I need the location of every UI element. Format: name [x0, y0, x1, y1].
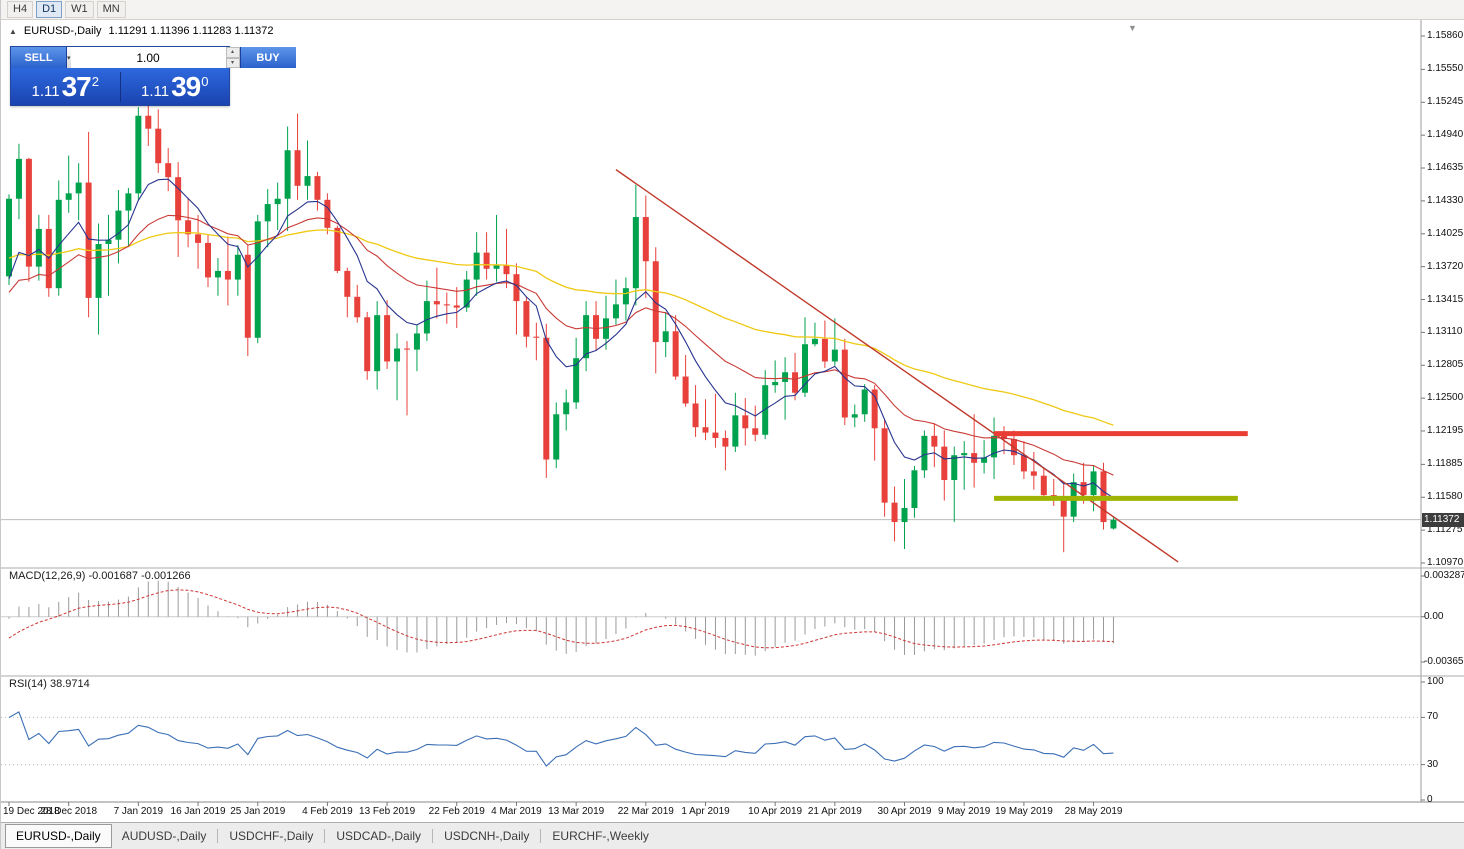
- sell-price-small: 1.11: [31, 82, 60, 100]
- timeframe-h4[interactable]: H4: [7, 1, 34, 18]
- buy-price-small: 1.11: [141, 82, 170, 100]
- chart-tab-bar: EURUSD-,Daily AUDUSD-,Daily USDCHF-,Daily U…: [1, 822, 1464, 849]
- chart-title-symbol: EURUSD-,Daily: [23, 25, 102, 37]
- chart-shift-marker-icon[interactable]: ▼: [1128, 23, 1137, 33]
- volume-dropdown-button[interactable]: ▾: [67, 47, 71, 68]
- chevron-down-icon: ▾: [67, 54, 71, 62]
- sell-price-sup: 2: [91, 73, 99, 89]
- chart-tab-audusd[interactable]: AUDUSD-,Daily: [121, 829, 207, 843]
- collapse-panel-icon[interactable]: ▲: [9, 26, 17, 36]
- volume-increase-button[interactable]: ▴: [225, 47, 240, 58]
- chart-tab-eurusd[interactable]: EURUSD-,Daily: [5, 824, 112, 848]
- one-click-trading-panel: SELL ▾ ▴ ▾ BUY 1.11 37 2 1.11 39 0: [10, 46, 296, 106]
- chart-title-ohlc: 1.11291 1.11396 1.11283 1.11372: [108, 25, 274, 37]
- buy-button[interactable]: BUY: [239, 47, 296, 68]
- volume-decrease-button[interactable]: ▾: [225, 57, 240, 68]
- volume-input[interactable]: [70, 47, 226, 68]
- chart-tab-usdcad[interactable]: USDCAD-,Daily: [336, 829, 422, 843]
- chart-tab-eurchf[interactable]: EURCHF-,Weekly: [552, 829, 649, 843]
- timeframe-mn[interactable]: MN: [96, 1, 126, 18]
- chart-title: ▲ EURUSD-,Daily 1.11291 1.11396 1.11283 …: [9, 25, 274, 37]
- tab-separator: [432, 829, 434, 843]
- buy-price-big: 39: [171, 70, 201, 102]
- chart-tab-usdchf[interactable]: USDCHF-,Daily: [229, 829, 314, 843]
- chart-tab-usdcnh[interactable]: USDCNH-,Daily: [444, 829, 530, 843]
- volume-stepper: ▴ ▾: [225, 47, 240, 68]
- trade-panel-prices: 1.11 37 2 1.11 39 0: [11, 68, 229, 105]
- volume-field: ▴ ▾: [70, 47, 240, 68]
- sell-button[interactable]: SELL: [11, 47, 67, 68]
- timeframe-toolbar: H4 D1 W1 MN: [1, 0, 1464, 20]
- timeframe-w1[interactable]: W1: [65, 1, 94, 18]
- price-divider: [119, 71, 121, 102]
- trade-panel-controls: SELL ▾ ▴ ▾ BUY: [11, 47, 296, 68]
- sell-price-display[interactable]: 1.11 37 2: [11, 70, 120, 102]
- buy-price-sup: 0: [201, 73, 209, 89]
- tab-separator: [217, 829, 219, 843]
- tab-separator: [324, 829, 326, 843]
- timeframe-d1[interactable]: D1: [36, 1, 63, 18]
- candlestick-chart[interactable]: [1, 20, 1464, 822]
- tab-separator: [540, 829, 542, 843]
- sell-price-big: 37: [61, 70, 92, 102]
- buy-price-display[interactable]: 1.11 39 0: [121, 70, 230, 102]
